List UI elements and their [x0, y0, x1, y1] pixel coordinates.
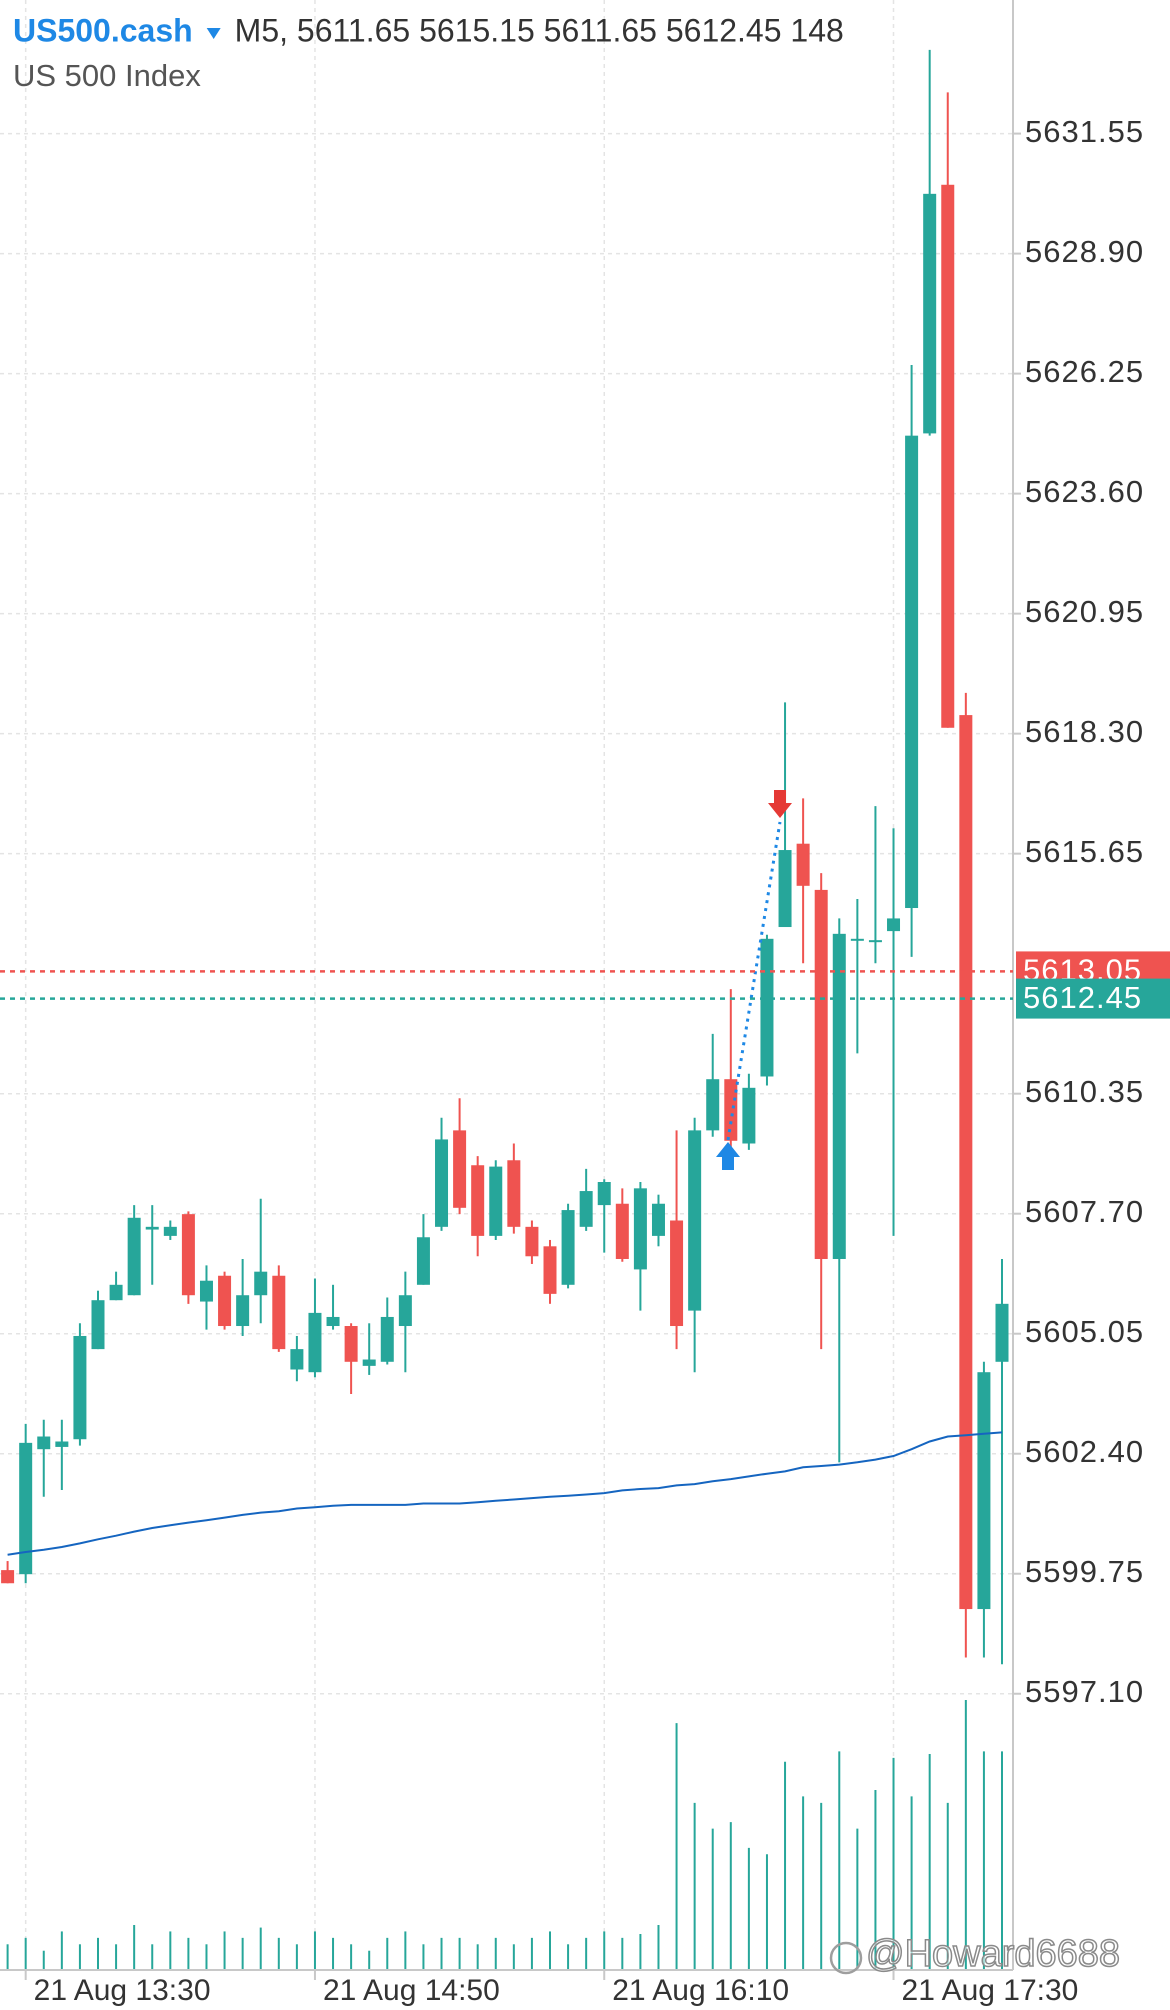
candle-body: [850, 938, 864, 941]
candle-body: [380, 1316, 394, 1362]
y-tick-label: 5599.75: [1025, 1554, 1144, 1589]
y-tick-label: 5628.90: [1025, 234, 1144, 269]
candle-body: [688, 1130, 702, 1311]
symbol[interactable]: US500.cash: [13, 12, 193, 48]
watermark-text: @Howard6688: [866, 1933, 1120, 1975]
y-tick-label: 5602.40: [1025, 1434, 1144, 1469]
candle-body: [308, 1312, 322, 1373]
trade-link: [726, 821, 782, 1141]
candle-body: [832, 933, 846, 1259]
moving-average-line: [7, 1431, 1003, 1556]
candle-body: [633, 1188, 647, 1270]
sell-arrow: [768, 790, 792, 818]
candle-body: [344, 1326, 358, 1362]
y-tick-label: 5620.95: [1025, 594, 1144, 629]
watermark-logo: [829, 1941, 863, 1975]
candle-body: [145, 1226, 159, 1230]
candle-body: [525, 1226, 539, 1257]
time-axis: 21 Aug 13:30 21 Aug 14:50 21 Aug 16:10 21 A…: [24, 1970, 1079, 2007]
candle-body: [742, 1087, 756, 1144]
price-axis: 5631.55 5628.90 5626.25 5623.60 5620.95 5618.…: [0, 0, 1144, 1971]
candle-body: [923, 193, 937, 434]
candle-body: [453, 1130, 467, 1208]
candle-body: [127, 1217, 141, 1296]
ohlc-info: M5, 5611.65 5615.15 5611.65 5612.45 148: [235, 12, 844, 48]
y-tick-label: 5610.35: [1025, 1074, 1144, 1109]
symbol-description: US 500 Index: [13, 58, 201, 93]
candle-body: [941, 184, 955, 728]
candle-body: [73, 1335, 87, 1440]
x-tick-label: 21 Aug 14:50: [323, 1974, 500, 2007]
y-tick-label: 5615.65: [1025, 834, 1144, 869]
candle-body: [416, 1237, 430, 1285]
buy-arrow: [716, 1142, 740, 1170]
candle-body: [959, 715, 973, 1610]
candle-layer: [1, 49, 1009, 1665]
y-tick-label: 5623.60: [1025, 474, 1144, 509]
candle-body: [814, 889, 828, 1259]
candle-body: [579, 1191, 593, 1227]
candle-body: [905, 435, 919, 909]
candle-body: [796, 843, 810, 886]
y-tick-label: 5631.55: [1025, 114, 1144, 149]
y-tick-label: 5605.05: [1025, 1314, 1144, 1349]
price-line-label: 5612.45: [1023, 980, 1142, 1015]
candle-body: [218, 1275, 232, 1327]
candle-body: [471, 1165, 485, 1236]
candle-body: [597, 1182, 611, 1206]
candle-body: [199, 1280, 213, 1302]
candle-body: [19, 1442, 33, 1575]
candle-body: [651, 1203, 665, 1236]
y-tick-label: 5626.25: [1025, 354, 1144, 389]
y-tick-label: 5618.30: [1025, 714, 1144, 749]
candle-body: [181, 1214, 195, 1296]
trade-markers: [716, 790, 792, 1170]
volume-layer: [6, 1700, 1003, 1970]
candle-body: [109, 1284, 123, 1301]
candle-body: [868, 940, 882, 943]
candle-body: [236, 1295, 250, 1327]
candle-body: [37, 1436, 51, 1450]
candle-body: [995, 1303, 1009, 1362]
watermark: @Howard6688: [829, 1932, 1121, 1976]
candle-body: [543, 1246, 557, 1294]
x-tick-label: 21 Aug 13:30: [34, 1974, 211, 2007]
candle-body: [561, 1210, 575, 1285]
candle-body: [91, 1300, 105, 1350]
candle-body: [163, 1226, 177, 1236]
symbol-dropdown-icon[interactable]: [206, 28, 221, 39]
price-line-label-box: [1016, 978, 1170, 1019]
y-tick-label: 5607.70: [1025, 1194, 1144, 1229]
candle-body: [290, 1349, 304, 1370]
candle-body: [778, 850, 792, 928]
candle-body: [254, 1271, 268, 1296]
candle-body: [760, 938, 774, 1077]
candle-body: [724, 1079, 738, 1141]
candle-body: [977, 1372, 991, 1610]
y-tick-label: 5597.10: [1025, 1674, 1144, 1709]
candle-body: [615, 1203, 629, 1259]
candle-body: [706, 1079, 720, 1131]
candle-body: [55, 1441, 69, 1447]
overlay-layer: [7, 1431, 1003, 1556]
candle-body: [489, 1166, 503, 1236]
candle-body: [887, 918, 901, 932]
candle-body: [1, 1570, 15, 1584]
header: US500.cash M5, 5611.65 5615.15 5611.65 5…: [13, 12, 844, 93]
candle-body: [670, 1220, 684, 1327]
x-tick-label: 21 Aug 17:30: [902, 1974, 1079, 2007]
candle-body: [435, 1139, 449, 1227]
x-tick-label: 21 Aug 16:10: [612, 1974, 789, 2007]
candle-body: [272, 1275, 286, 1350]
candle-body: [362, 1359, 376, 1366]
candle-body: [326, 1316, 340, 1327]
candle-body: [507, 1160, 521, 1227]
grid: [0, 0, 1013, 1970]
candle-body: [398, 1295, 412, 1327]
